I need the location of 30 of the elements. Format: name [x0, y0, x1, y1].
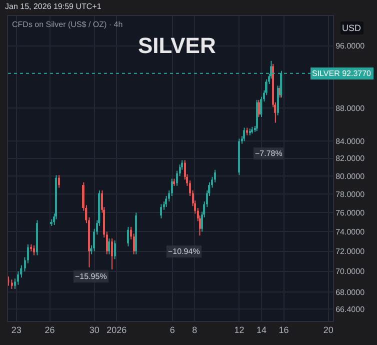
annotation: −10.94%	[168, 247, 200, 256]
y-tick-label: 76.0000	[336, 208, 366, 218]
x-tick-label: 12	[234, 324, 244, 335]
x-tick-label: 20	[323, 324, 334, 335]
x-tick-label: 30	[89, 324, 100, 335]
y-tick-label: 96.0000	[336, 42, 366, 51]
x-tick-label: 14	[256, 324, 267, 335]
y-tick-label: 82.0000	[336, 154, 366, 164]
y-tick-label: 78.0000	[336, 190, 366, 199]
y-tick-label: 84.0000	[336, 137, 366, 146]
y-tick-label: 88.0000	[336, 104, 366, 113]
text: SILVER	[138, 33, 216, 58]
annotation: −7.78%	[255, 149, 282, 158]
y-tick-label: 66.4000	[336, 304, 366, 314]
x-tick-label: 6	[170, 324, 175, 335]
x-tick-label: 23	[11, 324, 22, 335]
text: CFDs on Silver (US$ / OZ) · 4h	[12, 20, 123, 29]
y-tick-label: 70.0000	[336, 267, 366, 276]
annotation: −15.95%	[75, 272, 107, 281]
x-tick-label: 16	[278, 324, 289, 335]
x-tick-label: 2026	[106, 324, 127, 335]
x-tick-label: 26	[44, 324, 55, 335]
text: USD	[342, 23, 362, 33]
x-tick-label: 8	[192, 324, 198, 335]
text: Jan 15, 2026 19:59 UTC+1	[5, 2, 102, 11]
y-tick-label: 68.0000	[336, 288, 366, 297]
y-tick-label: 74.0000	[336, 228, 366, 236]
y-tick-label: 72.0000	[336, 247, 366, 256]
ref-line-label: SILVER 92.3770	[312, 69, 372, 78]
y-tick-label: 80.0000	[336, 172, 366, 181]
